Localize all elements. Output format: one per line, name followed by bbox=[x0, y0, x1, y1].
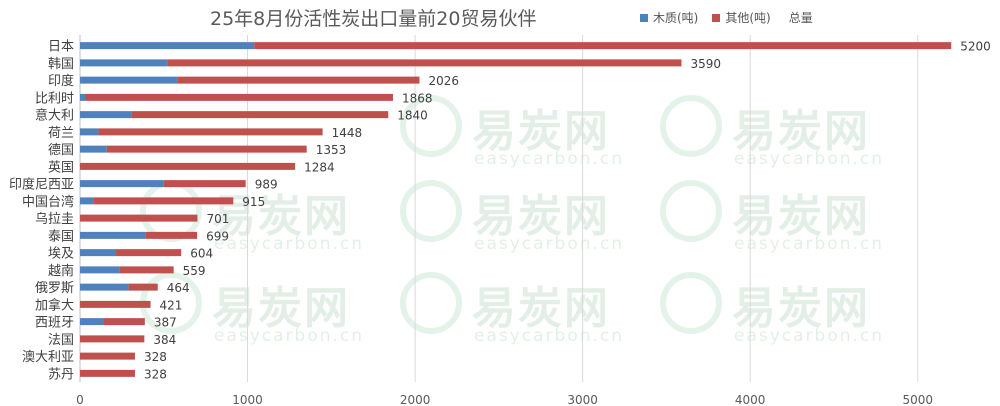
bar-wood bbox=[80, 231, 146, 239]
data-label-total: 1840 bbox=[397, 109, 428, 123]
bar-wood bbox=[80, 93, 86, 101]
y-tick-label: 英国 bbox=[48, 160, 74, 175]
bar-wood bbox=[80, 76, 178, 84]
x-tick-label: 3000 bbox=[567, 393, 598, 406]
bar-wood bbox=[80, 318, 104, 326]
data-label-total: 1448 bbox=[332, 126, 363, 140]
y-tick-label: 荷兰 bbox=[48, 126, 74, 141]
data-label-total: 5200 bbox=[960, 40, 991, 54]
bar-wood bbox=[80, 180, 164, 188]
y-tick-label: 西班牙 bbox=[35, 316, 74, 331]
legend-label-other: 其他(吨) bbox=[725, 11, 771, 25]
y-tick-label: 苏丹 bbox=[48, 366, 74, 382]
data-label-total: 421 bbox=[160, 298, 183, 312]
x-tick-label: 0 bbox=[76, 393, 84, 406]
legend-item-total: 总量 bbox=[785, 9, 813, 26]
bar-other bbox=[167, 59, 682, 67]
data-label-total: 2026 bbox=[428, 74, 459, 88]
data-label-total: 989 bbox=[255, 178, 278, 192]
bar-wood bbox=[80, 42, 255, 50]
bar-wood bbox=[80, 59, 168, 67]
data-label-total: 328 bbox=[144, 350, 167, 364]
y-tick-label: 埃及 bbox=[48, 247, 74, 262]
data-label-total: 915 bbox=[242, 195, 265, 209]
y-tick-label: 印度 bbox=[48, 73, 74, 89]
y-tick-label: 澳大利亚 bbox=[22, 349, 74, 365]
y-tick-label: 法国 bbox=[48, 333, 74, 348]
bar-other bbox=[163, 180, 246, 188]
legend-item-other: 其他(吨) bbox=[712, 9, 771, 26]
legend-label-total: 总量 bbox=[788, 11, 813, 25]
y-tick-label: 德国 bbox=[48, 143, 74, 158]
bar-other bbox=[93, 197, 234, 205]
data-label-total: 559 bbox=[183, 264, 206, 278]
bar-other bbox=[85, 93, 393, 101]
bar-wood bbox=[80, 249, 117, 257]
y-tick-label: 俄罗斯 bbox=[35, 281, 74, 296]
bar-wood bbox=[80, 145, 107, 153]
bar-other bbox=[254, 42, 952, 50]
y-tick-label: 韩国 bbox=[48, 57, 74, 72]
data-label-total: 1284 bbox=[304, 160, 335, 174]
y-tick-label: 加拿大 bbox=[35, 297, 74, 313]
y-tick-label: 乌拉圭 bbox=[35, 211, 74, 227]
x-tick-label: 1000 bbox=[232, 393, 263, 406]
bar-other bbox=[106, 145, 307, 153]
y-tick-label: 比利时 bbox=[35, 91, 74, 106]
bar-wood bbox=[80, 197, 94, 205]
y-tick-label: 意大利 bbox=[35, 108, 74, 124]
data-label-total: 387 bbox=[154, 316, 177, 330]
data-label-total: 699 bbox=[206, 229, 229, 243]
x-tick-label: 4000 bbox=[735, 393, 766, 406]
bar-other bbox=[80, 352, 135, 360]
bar-other bbox=[80, 162, 296, 170]
bar-other bbox=[128, 283, 158, 291]
bar-other bbox=[80, 300, 151, 308]
bar-other bbox=[103, 318, 145, 326]
x-tick-label: 2000 bbox=[400, 393, 431, 406]
legend: 木质(吨) 其他(吨) 总量 bbox=[640, 9, 827, 26]
bar-other bbox=[116, 249, 182, 257]
bar-wood bbox=[80, 283, 129, 291]
y-tick-label: 日本 bbox=[48, 40, 74, 55]
bar-other bbox=[145, 231, 198, 239]
legend-swatch-other bbox=[712, 13, 721, 22]
bar-wood bbox=[80, 111, 132, 119]
x-tick-label: 5000 bbox=[902, 393, 933, 406]
bar-other bbox=[98, 128, 323, 136]
bar-other bbox=[80, 335, 145, 343]
data-label-total: 384 bbox=[153, 333, 176, 347]
bar-other bbox=[80, 369, 135, 377]
bar-other bbox=[119, 266, 174, 274]
bar-other bbox=[80, 214, 198, 222]
data-label-total: 1868 bbox=[402, 91, 433, 105]
legend-swatch-wood bbox=[640, 13, 648, 22]
chart-title: 25年8月份活性炭出口量前20贸易伙伴 bbox=[210, 8, 537, 30]
bar-other bbox=[177, 76, 420, 84]
y-tick-label: 中国台湾 bbox=[22, 194, 74, 210]
bar-wood bbox=[80, 266, 120, 274]
y-tick-label: 印度尼西亚 bbox=[9, 177, 74, 193]
legend-label-wood: 木质(吨) bbox=[653, 11, 699, 25]
y-tick-label: 越南 bbox=[48, 263, 74, 279]
data-label-total: 1353 bbox=[316, 143, 347, 157]
bar-wood bbox=[80, 128, 99, 136]
y-tick-label: 泰国 bbox=[48, 229, 74, 244]
data-label-total: 701 bbox=[206, 212, 229, 226]
legend-item-wood: 木质(吨) bbox=[640, 9, 698, 26]
bar-other bbox=[131, 111, 389, 119]
data-label-total: 328 bbox=[144, 367, 167, 381]
data-label-total: 464 bbox=[167, 281, 190, 295]
data-label-total: 604 bbox=[190, 247, 213, 261]
data-label-total: 3590 bbox=[690, 57, 721, 71]
